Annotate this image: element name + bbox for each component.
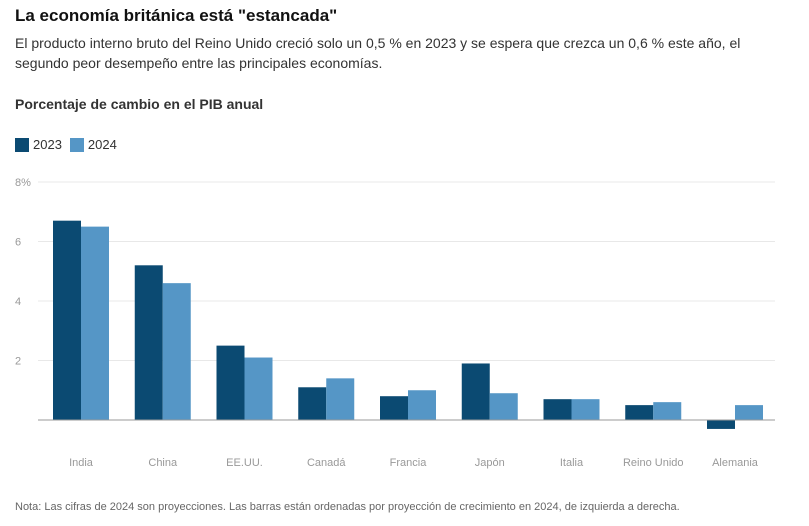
x-category-label: Japón xyxy=(475,457,505,469)
bar-2023-ee-uu- xyxy=(216,345,245,420)
chart-subtitle: El producto interno bruto del Reino Unid… xyxy=(15,35,741,71)
bar-2024-canad- xyxy=(326,378,355,420)
x-category-label: Francia xyxy=(390,457,428,469)
bar-2023-china xyxy=(134,265,163,420)
x-category-label: EE.UU. xyxy=(226,457,263,469)
y-tick-label: 4 xyxy=(15,296,21,308)
legend-swatch-2024 xyxy=(69,137,84,152)
legend-item-2024: 2024 xyxy=(69,137,117,152)
y-tick-label: 2 xyxy=(15,356,21,368)
legend-swatch-2023 xyxy=(15,137,29,152)
x-category-label: Reino Unido xyxy=(623,457,684,469)
bar-2024-india xyxy=(81,226,109,420)
legend: 2023 2024 xyxy=(15,137,125,152)
bar-2023-francia xyxy=(380,396,408,420)
bar-2024-ee-uu- xyxy=(244,357,273,420)
bar-2023-canad- xyxy=(298,387,327,420)
bar-2023-italia xyxy=(543,399,572,420)
y-tick-label: 6 xyxy=(15,237,21,249)
bar-2024-reino-unido xyxy=(653,402,682,420)
bar-2024-italia xyxy=(571,399,600,420)
x-category-label: Canadá xyxy=(307,457,346,469)
legend-item-2023: 2023 xyxy=(15,137,62,152)
bar-2023-india xyxy=(53,220,81,420)
legend-label-2024: 2024 xyxy=(87,137,117,152)
legend-label-2023: 2023 xyxy=(33,137,62,152)
footnote: Nota: Las cifras de 2024 son proyeccione… xyxy=(15,501,680,513)
bar-2023-alemania xyxy=(707,420,735,429)
bar-2023-jap-n xyxy=(461,363,490,420)
x-category-label: China xyxy=(148,457,178,469)
x-category-label: Alemania xyxy=(712,457,759,469)
bar-2024-francia xyxy=(408,390,436,420)
chart-heading: Porcentaje de cambio en el PIB anual xyxy=(15,96,264,112)
bar-2024-china xyxy=(162,283,191,420)
chart-title: La economía británica está "estancada" xyxy=(15,6,338,25)
x-category-label: Italia xyxy=(560,457,584,469)
bar-2024-alemania xyxy=(735,405,763,420)
bar-2024-jap-n xyxy=(489,393,518,420)
bar-2023-reino-unido xyxy=(625,405,654,420)
x-category-label: India xyxy=(69,457,94,469)
y-tick-label: 8% xyxy=(15,177,31,189)
